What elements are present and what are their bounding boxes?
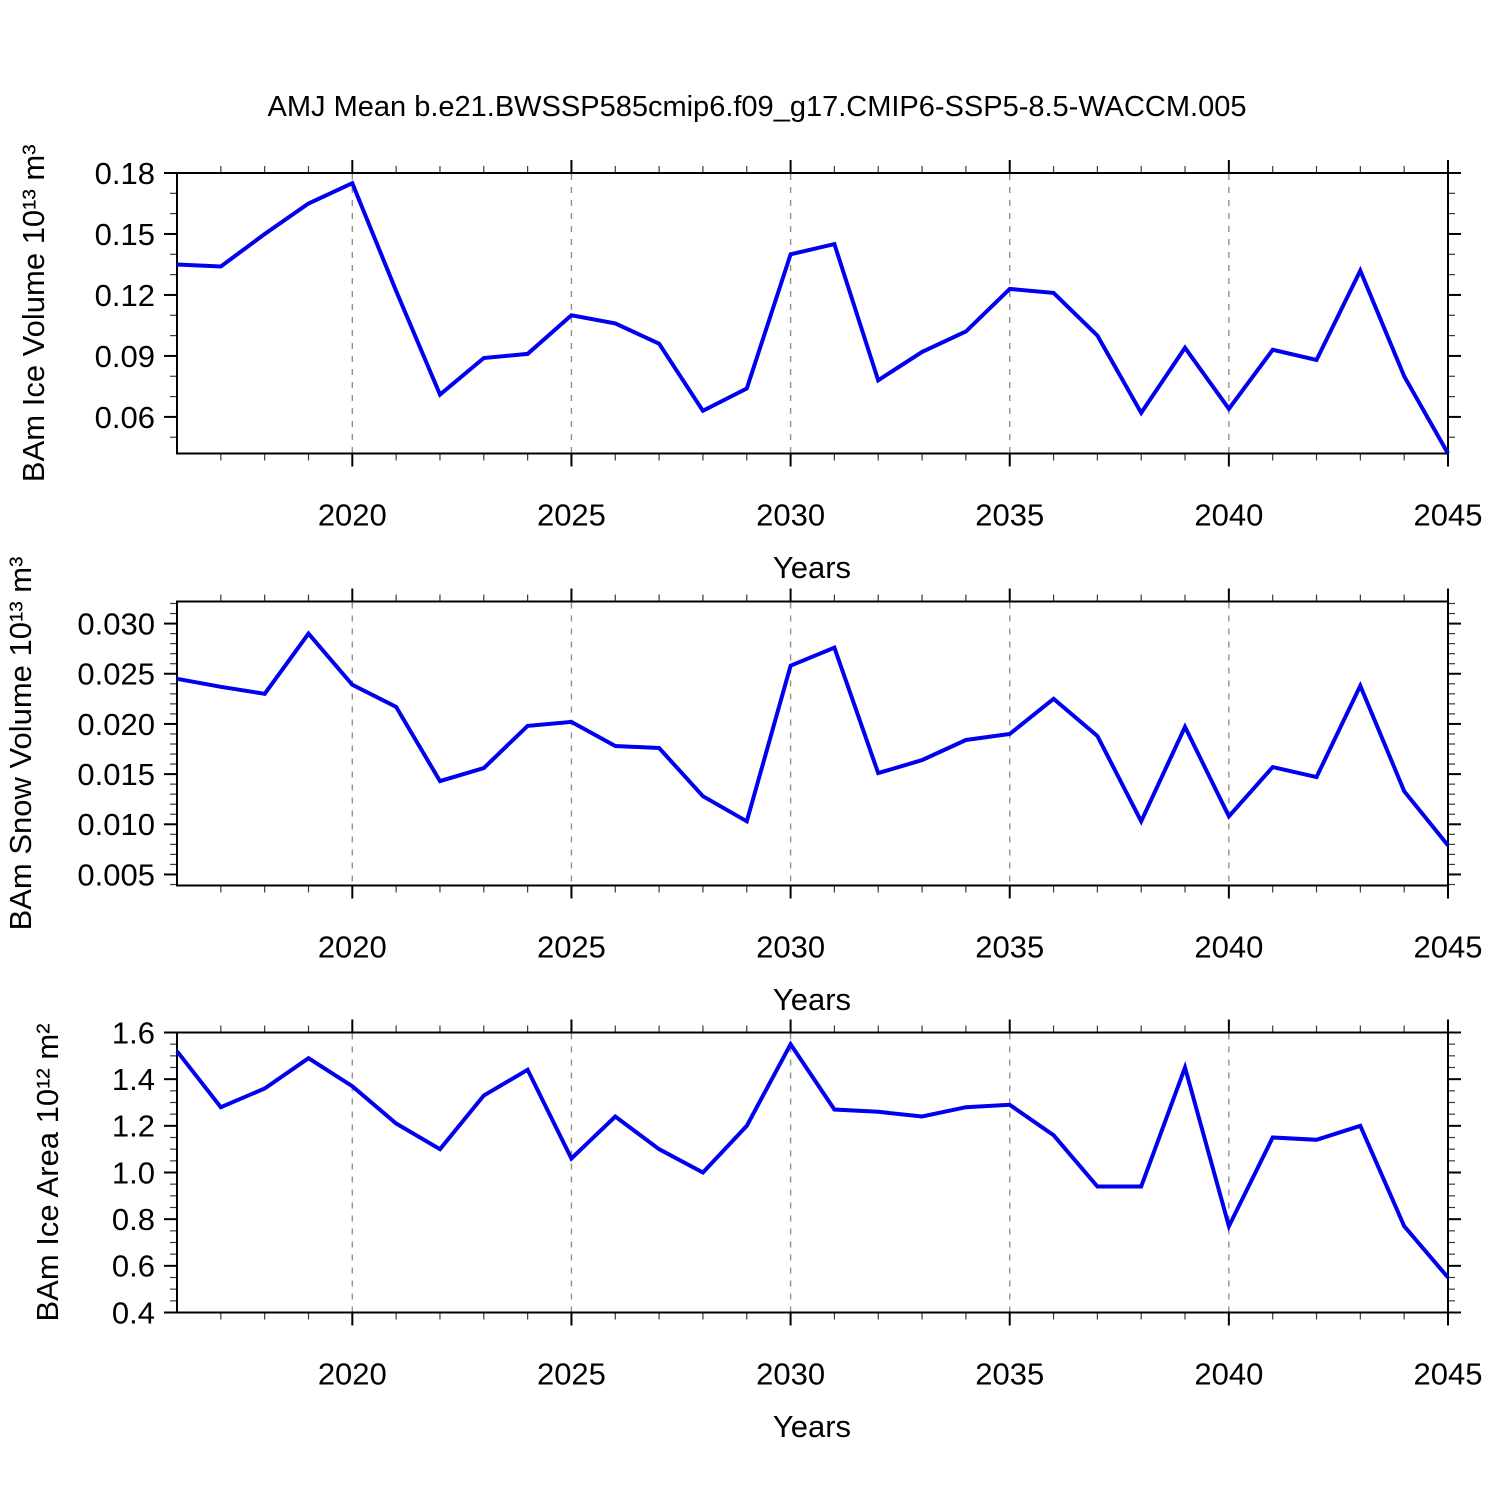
y-axis-title-snow-volume: BAm Snow Volume 10¹³ m³ — [3, 557, 38, 931]
y-tick-label: 0.030 — [77, 606, 155, 641]
x-tick-label-2045: 2045 — [1414, 1357, 1483, 1392]
y-tick-label: 1.4 — [112, 1062, 155, 1097]
x-tick-label-2020: 2020 — [318, 1357, 387, 1392]
y-tick-label: 0.6 — [112, 1249, 155, 1284]
x-tick-label-2035: 2035 — [975, 1357, 1044, 1392]
y-tick-label: 0.020 — [77, 707, 155, 742]
y-tick-label: 1.0 — [112, 1155, 155, 1190]
x-tick-label-2025: 2025 — [537, 1357, 606, 1392]
bam-ice-area-line — [175, 1040, 1450, 1279]
y-tick-label: 0.025 — [77, 657, 155, 692]
x-axis-title-3: Years — [773, 1409, 851, 1444]
x-tick-label-2040: 2040 — [1194, 1357, 1263, 1392]
y-tick-label: 0.09 — [95, 339, 155, 374]
y-tick-label: 1.2 — [112, 1109, 155, 1144]
y-tick-label: 0.005 — [77, 857, 155, 892]
y-axis-title-ice-volume: BAm Ice Volume 10¹³ m³ — [16, 144, 51, 482]
y-tick-label: 0.06 — [95, 400, 155, 435]
x-tick-label-2025: 2025 — [537, 930, 606, 965]
figure-title: AMJ Mean b.e21.BWSSP585cmip6.f09_g17.CMI… — [268, 91, 1247, 123]
chart-ice-area: 2020 2025 2030 2035 2040 2045 0.4 0.6 0.8 1.0 1.2 1… — [112, 1015, 1483, 1391]
x-tick-label-2045: 2045 — [1414, 498, 1483, 533]
x-tick-label-2045: 2045 — [1414, 930, 1483, 965]
x-tick-label-2035: 2035 — [975, 498, 1044, 533]
x-tick-label-2040: 2040 — [1194, 930, 1263, 965]
x-axis-title-1: Years — [773, 550, 851, 585]
y-tick-label: 0.8 — [112, 1202, 155, 1237]
x-tick-label-2040: 2040 — [1194, 498, 1263, 533]
chart-snow-volume: 2020 2025 2030 2035 2040 2045 0.005 0.010 0.015 0… — [77, 588, 1483, 965]
chart-ice-volume: 2020 2025 2030 2035 2040 2045 0.06 0.09 0.12 0.15… — [95, 156, 1483, 533]
x-tick-label-2035: 2035 — [975, 930, 1044, 965]
y-tick-label: 0.15 — [95, 217, 155, 252]
bam-snow-volume-line — [176, 630, 1450, 847]
bam-ice-volume-line — [176, 180, 1450, 455]
plot-frame — [176, 600, 1449, 887]
x-axis-title-2: Years — [773, 982, 851, 1017]
y-tick-label: 0.12 — [95, 278, 155, 313]
y-tick-label: 0.18 — [95, 156, 155, 191]
x-tick-label-2020: 2020 — [318, 498, 387, 533]
x-tick-label-2030: 2030 — [756, 930, 825, 965]
y-tick-label: 1.6 — [112, 1015, 155, 1050]
x-tick-label-2020: 2020 — [318, 930, 387, 965]
x-tick-label-2025: 2025 — [537, 498, 606, 533]
y-tick-label: 0.010 — [77, 807, 155, 842]
x-tick-label-2030: 2030 — [756, 1357, 825, 1392]
x-tick-label-2030: 2030 — [756, 498, 825, 533]
y-tick-label: 0.4 — [112, 1295, 155, 1330]
plot-frame — [176, 172, 1449, 455]
y-tick-label: 0.015 — [77, 757, 155, 792]
plot-frame — [176, 1031, 1449, 1314]
y-axis-title-ice-area: BAm Ice Area 10¹² m² — [30, 1023, 65, 1321]
